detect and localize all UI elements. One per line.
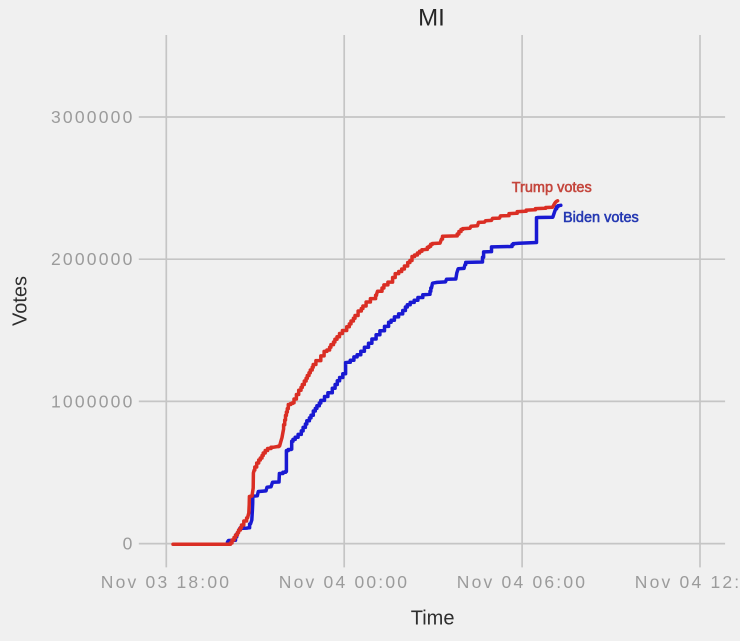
svg-text:2000000: 2000000 — [51, 249, 135, 269]
svg-text:3000000: 3000000 — [51, 107, 135, 127]
svg-text:Votes: Votes — [10, 276, 32, 326]
svg-text:0: 0 — [123, 534, 135, 554]
svg-text:Nov 04 06:00: Nov 04 06:00 — [457, 572, 588, 592]
svg-text:Biden votes: Biden votes — [563, 210, 639, 226]
svg-text:Nov 03 18:00: Nov 03 18:00 — [101, 572, 232, 592]
svg-text:Nov 04 12:00: Nov 04 12:00 — [635, 572, 740, 592]
svg-text:Nov 04 00:00: Nov 04 00:00 — [279, 572, 410, 592]
svg-text:Trump votes: Trump votes — [512, 180, 592, 196]
svg-text:1000000: 1000000 — [51, 391, 135, 411]
svg-text:MI: MI — [418, 5, 445, 32]
svg-text:Time: Time — [411, 608, 455, 630]
